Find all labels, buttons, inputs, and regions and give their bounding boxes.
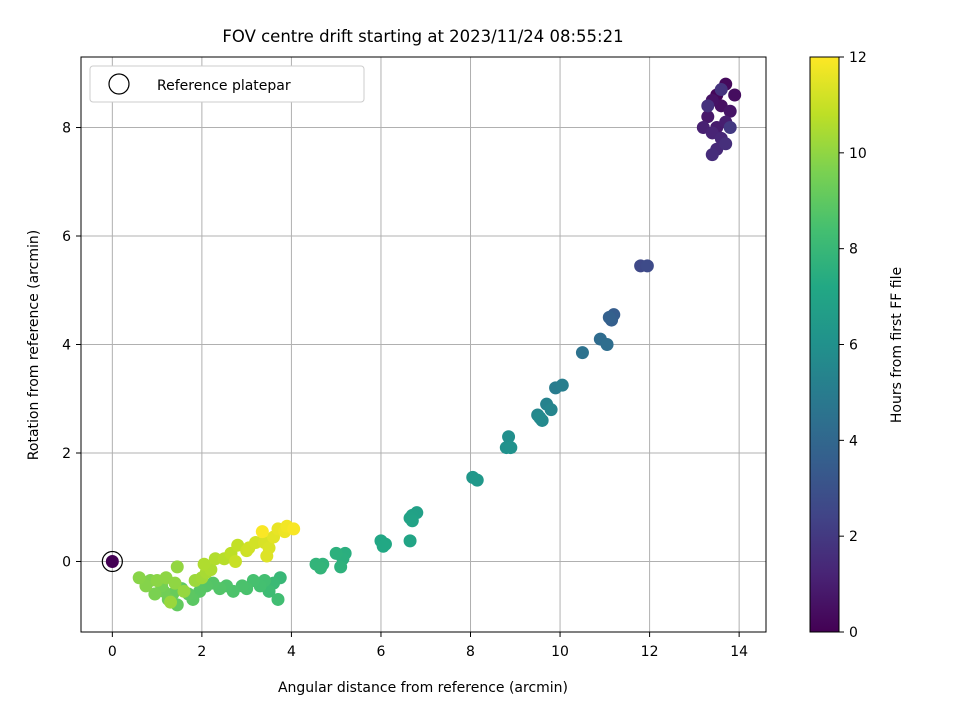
colorbar-tick-label: 8	[849, 242, 858, 258]
data-point	[314, 561, 328, 575]
data-point	[723, 104, 737, 118]
data-point	[249, 535, 263, 549]
x-tick-label: 12	[641, 644, 659, 660]
data-point	[168, 576, 182, 590]
colorbar-tick-label: 10	[849, 146, 867, 162]
colorbar-tick-label: 2	[849, 529, 858, 545]
data-point	[148, 587, 162, 601]
x-axis-label: Angular distance from reference (arcmin)	[278, 680, 568, 696]
data-point	[701, 110, 715, 124]
data-point	[723, 121, 737, 135]
colorbar-tick-label: 4	[849, 433, 858, 449]
x-tick-label: 6	[377, 644, 386, 660]
colorbar-label: Hours from first FF file	[889, 267, 905, 423]
chart-title: FOV centre drift starting at 2023/11/24 …	[222, 27, 623, 46]
data-point	[719, 137, 733, 151]
colorbar-gradient	[809, 56, 840, 633]
data-point	[255, 525, 269, 539]
x-axis: 0 2 4 6 8 10 12 14	[108, 632, 748, 660]
data-point	[405, 514, 419, 528]
data-point	[260, 549, 274, 563]
grid-lines	[81, 57, 766, 632]
colorbar-tick-label: 6	[849, 338, 858, 354]
data-point	[728, 88, 742, 102]
data-point	[470, 473, 484, 487]
data-point	[705, 148, 719, 162]
data-point	[575, 346, 589, 360]
y-tick-label: 6	[62, 229, 71, 245]
legend-box	[89, 65, 365, 103]
reference-point-fill	[105, 554, 119, 568]
data-point	[533, 411, 547, 425]
reference-marker-group	[101, 550, 123, 573]
y-tick-label: 2	[62, 446, 71, 462]
reference-platepar-marker	[101, 550, 123, 573]
data-point	[164, 595, 178, 609]
data-point	[228, 554, 242, 568]
legend-label-reference: Reference platepar	[157, 78, 291, 94]
colorbar-tick-label: 12	[849, 50, 867, 66]
data-point	[600, 338, 614, 351]
legend: Reference platepar	[89, 65, 365, 103]
data-point	[376, 539, 390, 553]
data-point	[714, 83, 728, 97]
data-point	[555, 378, 569, 392]
data-point	[287, 522, 301, 536]
data-point	[504, 441, 518, 455]
colorbar: 0 2 4 6 8 10 12 Hours from first FF file	[809, 50, 905, 641]
x-tick-label: 8	[466, 644, 475, 660]
colorbar-tick-label: 0	[849, 625, 858, 641]
x-tick-label: 2	[197, 644, 206, 660]
data-point	[208, 552, 222, 566]
x-tick-label: 0	[108, 644, 117, 660]
y-axis-label: Rotation from reference (arcmin)	[26, 230, 42, 460]
colorbar-ticks: 0 2 4 6 8 10 12	[839, 50, 867, 641]
data-points	[132, 77, 742, 612]
data-point	[329, 546, 343, 560]
y-tick-label: 8	[62, 121, 71, 137]
data-point	[544, 403, 558, 417]
y-tick-label: 4	[62, 338, 71, 354]
y-tick-label: 0	[62, 554, 71, 570]
data-point	[640, 259, 654, 273]
y-axis: 0 2 4 6 8	[62, 121, 81, 570]
data-point	[334, 560, 348, 574]
data-point	[197, 557, 211, 571]
data-point	[602, 310, 616, 324]
x-tick-label: 4	[287, 644, 296, 660]
data-point	[132, 571, 146, 585]
data-point	[177, 584, 191, 598]
legend-marker-reference	[108, 73, 130, 95]
x-tick-label: 10	[551, 644, 569, 660]
data-point	[170, 560, 184, 574]
data-point	[701, 99, 715, 113]
data-point	[502, 430, 516, 444]
data-point	[403, 534, 417, 548]
x-tick-label: 14	[730, 644, 748, 660]
data-point	[271, 592, 285, 606]
